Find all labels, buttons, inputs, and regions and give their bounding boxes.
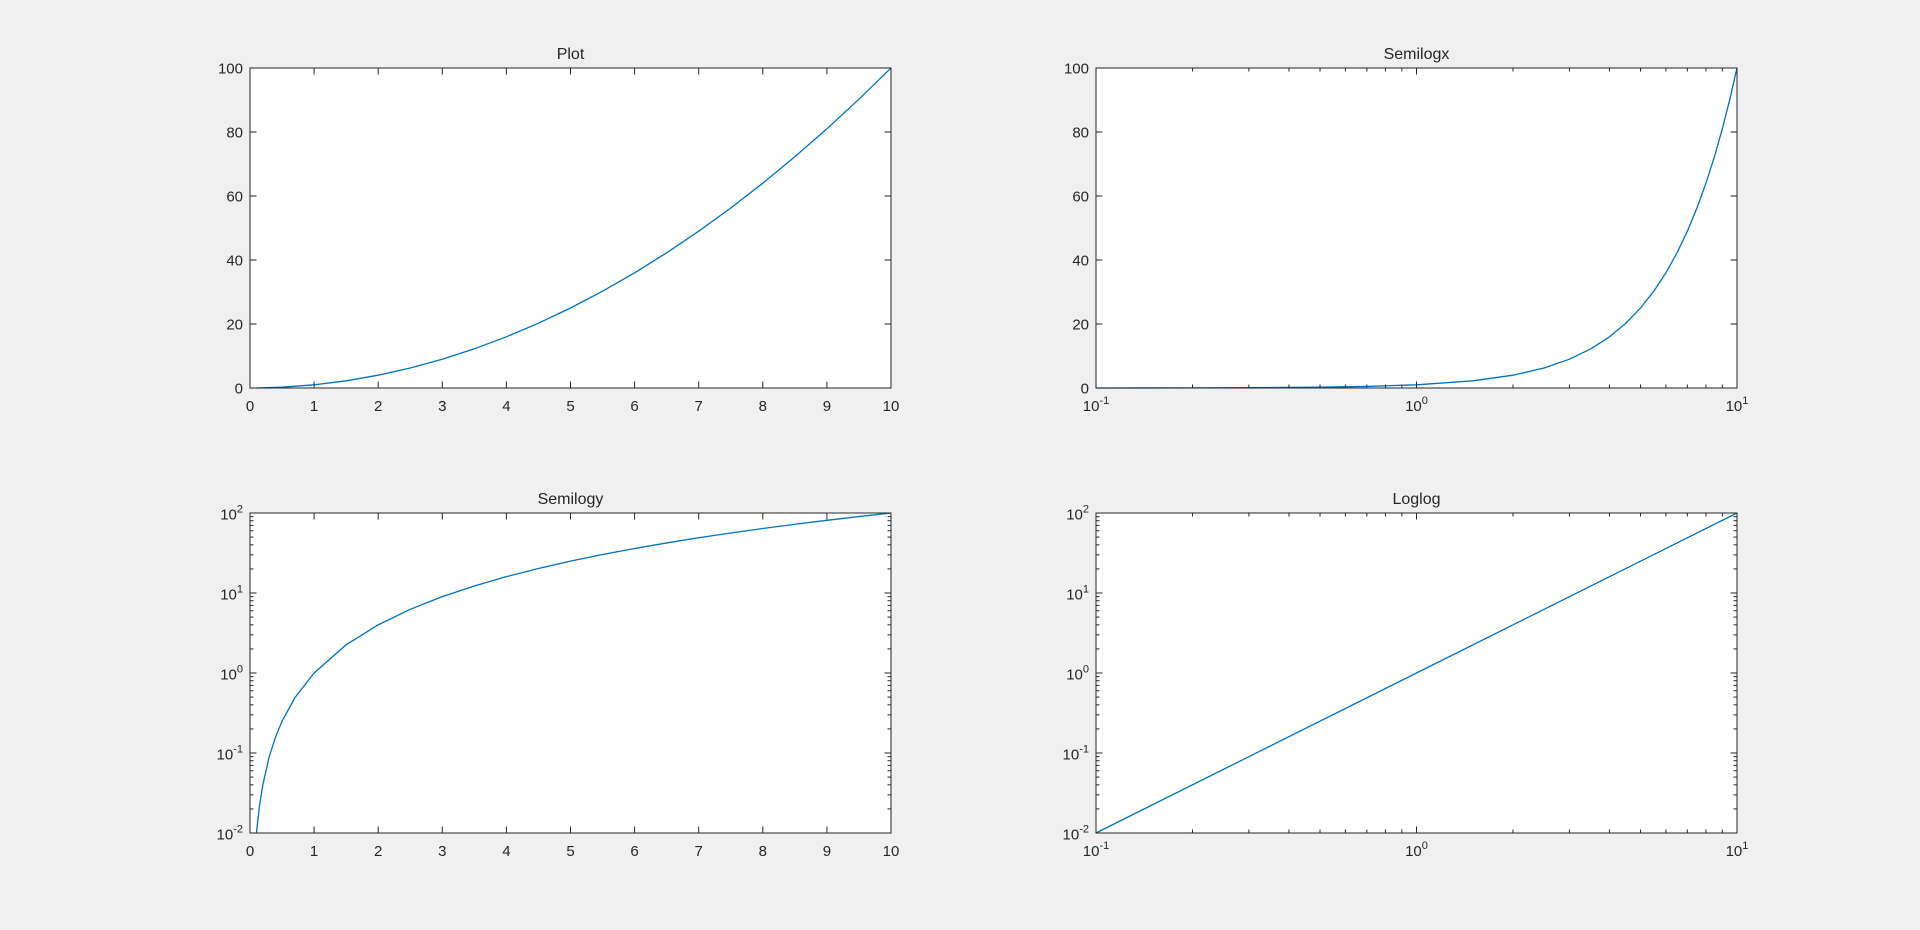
axes-box (249, 67, 892, 389)
x-tick-label: 101 (1726, 840, 1749, 860)
x-tick-label: 1 (310, 398, 318, 415)
plot-area (1096, 68, 1737, 388)
x-tick-label: 7 (695, 398, 703, 415)
series-line (255, 512, 892, 834)
y-tick-label: 10-2 (217, 824, 243, 844)
y-tick-label: 10-2 (1063, 824, 1089, 844)
x-tick-label: 100 (1405, 395, 1428, 415)
y-tick-label: 100 (220, 664, 243, 684)
x-tick-label: 6 (630, 398, 638, 415)
x-tick-label: 5 (566, 398, 574, 415)
x-tick-label: 0 (246, 843, 254, 860)
x-tick-label: 9 (823, 843, 831, 860)
x-tick-label: 100 (1405, 840, 1428, 860)
x-tick-label: 3 (438, 843, 446, 860)
series-line (1095, 67, 1738, 389)
y-tick-label: 10-1 (217, 744, 243, 764)
axes-box (249, 512, 892, 834)
y-tick-label: 40 (1072, 253, 1089, 270)
y-tick-label: 100 (1066, 664, 1089, 684)
x-tick-label: 10 (883, 398, 900, 415)
y-tick-label: 80 (1072, 125, 1089, 142)
x-tick-label: 10 (883, 843, 900, 860)
y-tick-label: 10-1 (1063, 744, 1089, 764)
y-tick-label: 60 (226, 189, 243, 206)
x-tick-label: 8 (759, 843, 767, 860)
y-tick-label: 100 (218, 61, 243, 78)
x-tick-label: 3 (438, 398, 446, 415)
plot-area (250, 68, 891, 388)
x-tick-label: 0 (246, 398, 254, 415)
x-tick-label: 2 (374, 398, 382, 415)
y-tick-label: 102 (1066, 504, 1089, 524)
subplot-title: Loglog (1392, 491, 1440, 508)
y-tick-label: 40 (226, 253, 243, 270)
subplot-title: Semilogy (538, 491, 604, 508)
series-line (1095, 512, 1738, 834)
x-tick-label: 9 (823, 398, 831, 415)
x-tick-label: 7 (695, 843, 703, 860)
x-tick-label: 10-1 (1083, 395, 1109, 415)
y-tick-label: 0 (235, 381, 243, 398)
x-tick-label: 2 (374, 843, 382, 860)
plot-area (250, 513, 891, 833)
y-tick-label: 101 (1066, 584, 1089, 604)
y-tick-label: 102 (220, 504, 243, 524)
x-tick-label: 10-1 (1083, 840, 1109, 860)
subplot-semilogy: 0 1 2 3 4 5 6 7 8 9 10 10-2 10-1 100 101 102 Semilogy (217, 491, 900, 860)
y-tick-label: 20 (1072, 317, 1089, 334)
y-tick-label: 60 (1072, 189, 1089, 206)
y-tick-label: 100 (1064, 61, 1089, 78)
series-line (256, 67, 892, 389)
x-tick-label: 4 (502, 843, 510, 860)
subplot-semilogx: 10-1 100 101 0 20 40 60 80 100 Semilogx (1064, 46, 1748, 415)
y-tick-label: 0 (1081, 381, 1089, 398)
subplot-title: Semilogx (1384, 46, 1450, 63)
y-tick-label: 101 (220, 584, 243, 604)
x-tick-label: 8 (759, 398, 767, 415)
y-tick-label: 80 (226, 125, 243, 142)
x-tick-label: 4 (502, 398, 510, 415)
x-tick-label: 5 (566, 843, 574, 860)
y-tick-label: 20 (226, 317, 243, 334)
axes-box (1095, 67, 1738, 389)
x-tick-label: 6 (630, 843, 638, 860)
subplot-title: Plot (557, 46, 585, 63)
axes-box (1095, 512, 1738, 834)
x-tick-label: 1 (310, 843, 318, 860)
x-tick-label: 101 (1726, 395, 1749, 415)
